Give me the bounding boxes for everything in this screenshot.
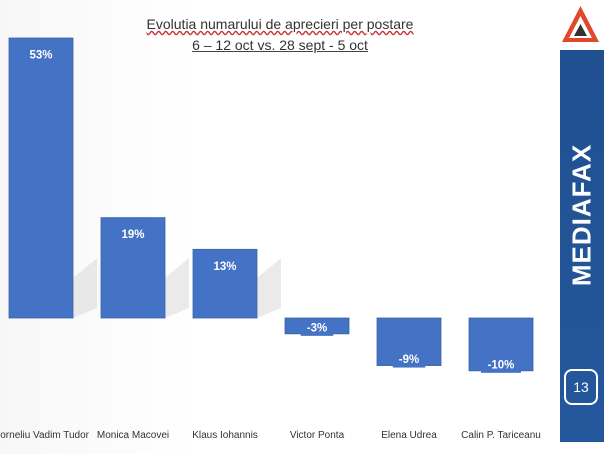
chart-title: Evolutia numarului de aprecieri per post…: [146, 16, 414, 32]
logo-mark-icon: [562, 6, 599, 42]
data-label-box: [300, 318, 334, 336]
category-label: Klaus Iohannis: [192, 430, 258, 441]
data-label: 19%: [121, 229, 144, 241]
data-label: -10%: [488, 359, 515, 371]
data-label: 53%: [29, 50, 52, 62]
data-label: -3%: [307, 322, 327, 334]
chart-area: Evolutia numarului de aprecieri per post…: [0, 0, 557, 454]
category-label: Elena Udrea: [381, 430, 437, 441]
data-label-box: [116, 225, 150, 243]
chart-subtitle: 6 – 12 oct vs. 28 sept - 5 oct: [192, 37, 368, 53]
brand-label: MEDIAFAX: [560, 140, 604, 290]
data-label-box: [208, 257, 242, 275]
sidebar-bottom-strip: [557, 442, 604, 454]
category-label: Monica Macovei: [97, 430, 169, 441]
data-label: 13%: [213, 261, 236, 273]
category-label: Calin P. Tariceanu: [461, 430, 541, 441]
data-label-box: [392, 350, 426, 368]
bar-shadow: [257, 258, 281, 318]
page-number-badge: 13: [564, 369, 598, 405]
data-label-box: [24, 46, 58, 63]
mediafax-logo: [557, 0, 604, 50]
bar-shadow: [73, 258, 97, 318]
bar-shadow: [165, 258, 189, 318]
data-label: -9%: [399, 354, 419, 366]
category-label: Corneliu Vadim Tudor: [0, 430, 90, 441]
bar-chart: 53% Corneliu Vadim Tudor 19% Monica Macovei…: [0, 37, 541, 441]
category-label: Victor Ponta: [290, 430, 345, 441]
brand-text: MEDIAFAX: [566, 143, 597, 287]
chart-title-block: Evolutia numarului de aprecieri per post…: [120, 14, 440, 56]
data-label-box: [481, 355, 521, 373]
bar: [8, 37, 74, 319]
